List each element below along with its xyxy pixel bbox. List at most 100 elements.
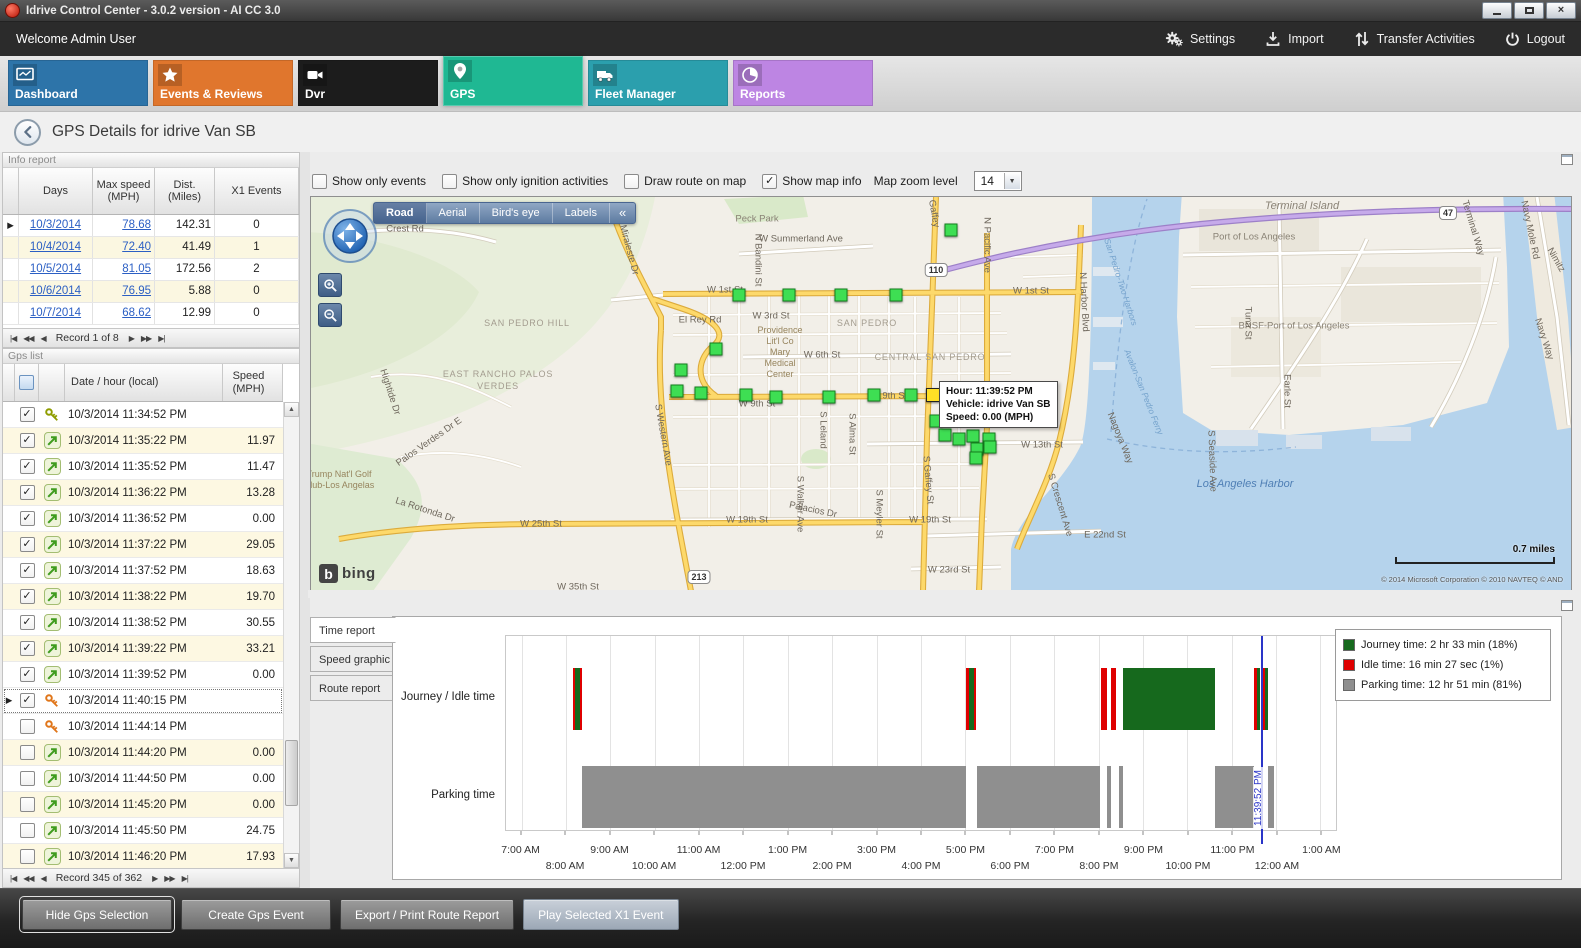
tab-gps[interactable]: GPS [443,56,583,106]
maximize-button[interactable] [1514,2,1544,19]
info-next-page-button[interactable]: ▶▶ [140,333,152,343]
row-checkbox[interactable] [15,849,39,864]
horizontal-splitter[interactable] [308,590,1579,598]
row-checkbox[interactable]: ✓ [15,693,39,708]
info-row[interactable]: 10/6/2014 76.95 5.88 0 [3,281,299,303]
transfer-button[interactable]: Transfer Activities [1354,31,1475,47]
row-checkbox[interactable] [15,745,39,760]
row-checkbox[interactable]: ✓ [15,589,39,604]
logout-button[interactable]: Logout [1505,31,1565,47]
scroll-track[interactable] [284,417,299,853]
gps-marker[interactable] [966,429,980,443]
tab-route-report[interactable]: Route report [310,675,394,701]
checkbox-show-map-info[interactable]: ✓ Show map info [762,173,862,189]
gps-marker[interactable] [739,388,753,402]
back-button[interactable] [14,118,41,146]
scroll-down-icon[interactable]: ▼ [284,853,299,868]
row-checkbox[interactable] [15,771,39,786]
row-checkbox[interactable]: ✓ [15,407,39,422]
tab-reports[interactable]: Reports [733,60,873,106]
gps-marker[interactable] [834,288,848,302]
day-link[interactable]: 10/5/2014 [19,259,93,280]
map-canvas[interactable]: Peck Park W Summerland Ave Crest Rd Mirales… [310,196,1572,592]
row-checkbox[interactable] [15,719,39,734]
time-cursor[interactable] [1261,636,1264,844]
minimize-button[interactable] [1482,2,1512,19]
gps-marker[interactable] [938,428,952,442]
tab-fleet-manager[interactable]: Fleet Manager [588,60,728,106]
gps-row[interactable]: ✓ 10/3/2014 11:38:52 PM 30.55 [3,610,283,636]
map-zoom-select[interactable]: 14 ▼ [973,171,1022,191]
gps-next-record-button[interactable]: ▶ [152,873,158,883]
gps-first-record-button[interactable]: |◀ [10,873,17,883]
row-checkbox[interactable]: ✓ [15,433,39,448]
gps-marker[interactable] [822,390,836,404]
gps-next-page-button[interactable]: ▶▶ [164,873,175,883]
checkbox-show-only-events[interactable]: Show only events [312,173,426,189]
gps-row[interactable]: 10/3/2014 11:44:20 PM 0.00 [3,740,283,766]
gps-marker[interactable] [670,384,684,398]
tab-time-report[interactable]: Time report [310,617,396,643]
tab-events-reviews[interactable]: Events & Reviews [153,60,293,106]
gps-marker[interactable] [904,388,918,402]
gps-last-record-button[interactable]: ▶| [181,873,189,883]
info-next-record-button[interactable]: ▶ [128,333,135,343]
gps-marker[interactable] [709,342,723,356]
row-checkbox[interactable]: ✓ [15,667,39,682]
gps-row[interactable]: ✓ 10/3/2014 11:37:22 PM 29.05 [3,532,283,558]
import-button[interactable]: Import [1265,31,1324,47]
info-first-record-button[interactable]: |◀ [10,333,17,343]
gps-row[interactable]: ✓ 10/3/2014 11:39:52 PM 0.00 [3,662,283,688]
map-zoom-in-button[interactable] [318,273,342,297]
export-print-route-report-button[interactable]: Export / Print Route Report [340,899,515,930]
tab-dashboard[interactable]: Dashboard [8,60,148,106]
day-link[interactable]: 10/6/2014 [19,281,93,302]
map-compass-control[interactable] [321,207,379,265]
gps-row[interactable]: ✓ 10/3/2014 11:34:52 PM [3,402,283,428]
gps-row[interactable]: ✓ 10/3/2014 11:37:52 PM 18.63 [3,558,283,584]
max-speed-link[interactable]: 68.62 [93,303,155,324]
gps-row[interactable]: ✓ 10/3/2014 11:35:22 PM 11.97 [3,428,283,454]
max-speed-link[interactable]: 81.05 [93,259,155,280]
map-view-road[interactable]: Road [374,203,427,223]
gps-marker[interactable] [889,288,903,302]
info-last-record-button[interactable]: ▶| [158,333,165,343]
row-checkbox[interactable]: ✓ [15,641,39,656]
gps-marker[interactable] [983,440,997,454]
gps-row[interactable]: 10/3/2014 11:46:20 PM 17.93 [3,844,283,868]
close-button[interactable]: × [1546,2,1576,19]
day-link[interactable]: 10/7/2014 [19,303,93,324]
gps-row[interactable]: ✓ 10/3/2014 11:36:52 PM 0.00 [3,506,283,532]
gps-marker[interactable] [769,390,783,404]
gps-marker[interactable] [969,451,983,465]
play-selected-x1-event-button[interactable]: Play Selected X1 Event [523,899,679,930]
collapse-map-region-button[interactable] [1561,153,1573,165]
gps-row[interactable]: ✓ 10/3/2014 11:38:22 PM 19.70 [3,584,283,610]
gps-list-scrollbar[interactable]: ▲ ▼ [283,402,299,868]
tab-speed-graphic[interactable]: Speed graphic [310,646,394,672]
gps-prev-record-button[interactable]: ◀ [40,873,47,883]
gps-row[interactable]: 10/3/2014 11:45:50 PM 24.75 [3,818,283,844]
tab-dvr[interactable]: Dvr [298,60,438,106]
day-link[interactable]: 10/3/2014 [19,215,93,236]
gps-marker[interactable] [782,288,796,302]
collapse-chart-region-button[interactable] [1561,599,1573,611]
gps-row[interactable]: ✓ 10/3/2014 11:39:22 PM 33.21 [3,636,283,662]
create-gps-event-button[interactable]: Create Gps Event [181,899,331,930]
row-checkbox[interactable]: ✓ [15,459,39,474]
checkbox-draw-route-on-map[interactable]: Draw route on map [624,173,746,189]
info-row[interactable]: 10/4/2014 72.40 41.49 1 [3,237,299,259]
map-zoom-out-button[interactable] [318,303,342,327]
gps-marker[interactable] [674,363,688,377]
gps-row[interactable]: ✓ 10/3/2014 11:35:52 PM 11.47 [3,454,283,480]
vertical-splitter[interactable] [300,152,310,888]
map-view-labels[interactable]: Labels [553,203,610,223]
row-checkbox[interactable]: ✓ [15,485,39,500]
max-speed-link[interactable]: 72.40 [93,237,155,258]
max-speed-link[interactable]: 78.68 [93,215,155,236]
scroll-thumb[interactable] [285,739,298,806]
gps-marker[interactable] [732,288,746,302]
map-bar-collapse-button[interactable]: « [619,205,627,220]
select-all-icon[interactable] [15,364,39,401]
gps-row[interactable]: ▶ ✓ 10/3/2014 11:40:15 PM [3,688,283,714]
